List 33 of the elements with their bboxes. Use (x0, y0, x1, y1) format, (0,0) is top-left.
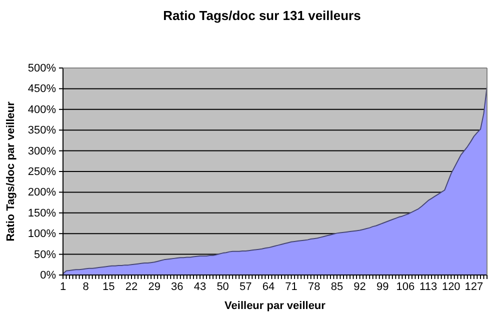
x-tick-label: 50 (216, 280, 229, 293)
x-tick-label: 85 (330, 280, 344, 293)
x-tick-label: 1 (60, 280, 66, 293)
x-tick-label: 15 (102, 280, 115, 293)
y-tick-label: 450% (28, 83, 56, 96)
x-axis-title: Veilleur par veilleur (224, 300, 326, 312)
x-tick-label: 22 (125, 280, 138, 293)
x-tick-label: 29 (148, 280, 160, 293)
x-tick-label: 43 (194, 280, 206, 293)
y-tick-label: 400% (28, 104, 56, 116)
x-tick-label: 120 (442, 280, 460, 293)
x-tick-label: 113 (420, 280, 438, 293)
x-tick-label: 36 (171, 280, 184, 293)
y-tick-label: 350% (28, 124, 56, 137)
y-tick-label: 500% (28, 62, 56, 75)
y-tick-label: 250% (28, 166, 56, 178)
x-tick-label: 8 (82, 280, 89, 293)
chart-title: Ratio Tags/doc sur 131 veilleurs (163, 8, 361, 23)
x-tick-label: 71 (285, 280, 298, 293)
y-tick-label: 200% (28, 186, 56, 199)
x-tick-label: 127 (464, 280, 484, 293)
y-tick-label: 300% (28, 145, 56, 158)
x-tick-label: 99 (376, 280, 389, 293)
x-tick-label: 92 (354, 280, 366, 293)
x-tick-label: 78 (308, 280, 320, 293)
y-tick-label: 0% (40, 270, 56, 282)
x-tick-label: 106 (396, 280, 415, 293)
x-tick-label: 64 (262, 280, 275, 293)
y-tick-label: 50% (34, 248, 56, 261)
y-axis-title: Ratio Tags/doc par veilleur (5, 100, 17, 242)
x-tick-label: 57 (240, 280, 252, 293)
y-tick-label: 150% (28, 207, 56, 220)
y-tick-label: 100% (28, 228, 56, 240)
